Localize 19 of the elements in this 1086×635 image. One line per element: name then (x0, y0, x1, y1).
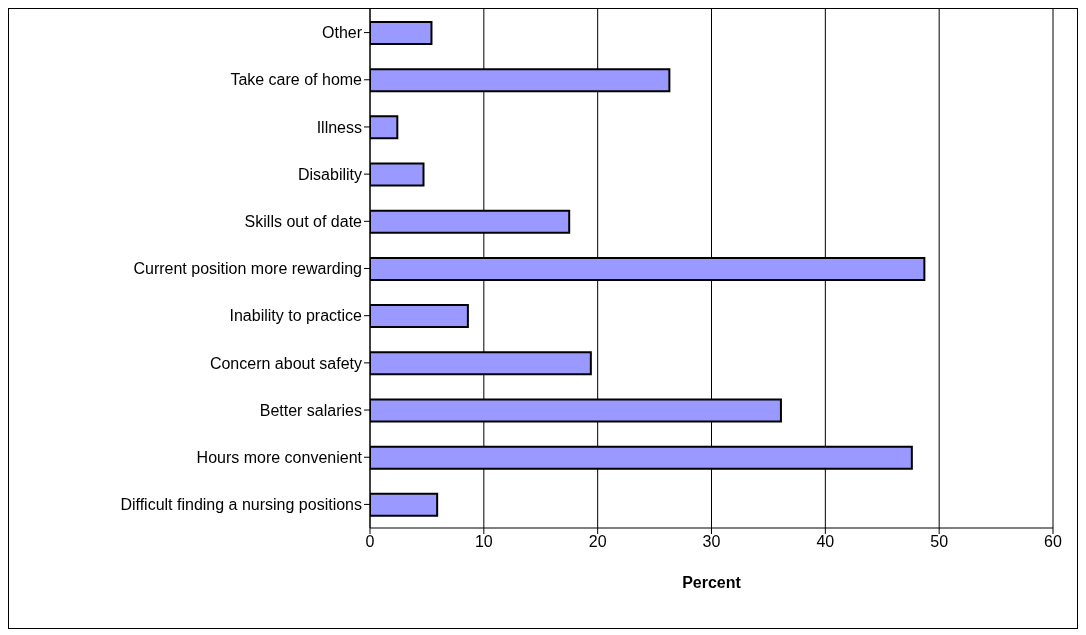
x-tick-label: 10 (474, 533, 493, 551)
y-tick-label: Illness (316, 118, 362, 136)
y-tick-label: Skills out of date (244, 213, 363, 230)
x-tick-label: 30 (702, 533, 721, 551)
y-tick-label: Take care of home (230, 71, 363, 89)
x-tick-label: 50 (930, 533, 949, 551)
y-tick-label: Current position more rewarding (133, 260, 362, 278)
y-tick-label: Better salaries (259, 401, 362, 419)
y-tick-label: Difficult finding a nursing positions (120, 496, 362, 514)
y-tick-label: Disability (297, 165, 362, 183)
x-tick-label: 60 (1044, 533, 1062, 551)
x-tick-label: 0 (365, 533, 375, 551)
y-tick-label: Concern about safety (209, 354, 362, 372)
y-tick-label: Inability to practice (229, 307, 363, 325)
x-tick-label: 40 (816, 533, 835, 551)
x-axis-title: Percent (682, 574, 742, 591)
x-tick-label: 20 (588, 533, 607, 551)
y-tick-label: Hours more convenient (196, 448, 363, 466)
y-tick-label: Other (321, 24, 363, 42)
